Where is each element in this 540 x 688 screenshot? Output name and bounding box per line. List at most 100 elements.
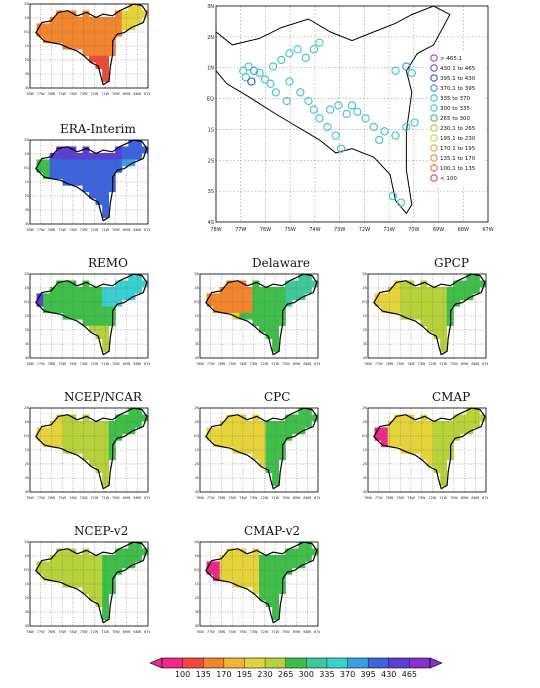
map-cell — [95, 165, 103, 173]
map-cell — [387, 420, 395, 428]
x-tick-label: 67W — [314, 630, 320, 634]
map-cell — [102, 574, 110, 582]
x-tick-label: 74W — [309, 227, 320, 233]
colorbar-swatch — [368, 658, 390, 668]
map-cell — [453, 427, 461, 435]
map-cell — [75, 178, 83, 186]
map-cell — [62, 172, 70, 180]
map-cell — [226, 280, 234, 288]
map-cell — [102, 55, 110, 63]
x-tick-label: 77W — [207, 630, 215, 634]
map-cell — [265, 293, 273, 301]
map-cell — [102, 472, 110, 480]
map-cell — [56, 574, 64, 582]
map-cell — [102, 567, 110, 575]
map-cell — [108, 567, 116, 575]
map-cell — [62, 554, 70, 562]
map-cell — [291, 293, 299, 301]
map-cell — [62, 16, 70, 24]
x-tick-label: 76W — [218, 630, 226, 634]
map-cell — [82, 420, 90, 428]
x-tick-label: 75W — [58, 92, 66, 96]
x-tick-label: 77W — [207, 362, 215, 366]
map-cell — [95, 286, 103, 294]
x-tick-label: 72W — [91, 228, 99, 232]
x-tick-label: 68W — [303, 630, 311, 634]
station-marker — [331, 131, 340, 140]
map-cell — [219, 299, 227, 307]
map-cell — [219, 427, 227, 435]
map-cell — [108, 574, 116, 582]
map-cell — [453, 286, 461, 294]
map-cell — [278, 286, 286, 294]
map-cell — [82, 453, 90, 461]
x-tick-label: 78W — [196, 362, 204, 366]
x-tick-label: 70W — [408, 227, 419, 233]
y-tick-label: 2S — [25, 328, 29, 332]
map-cell — [82, 580, 90, 588]
map-cell — [440, 293, 448, 301]
map-cell — [387, 299, 395, 307]
map-cell — [121, 427, 129, 435]
map-cell — [102, 62, 110, 70]
map-cell — [89, 561, 96, 569]
map-cell — [213, 574, 221, 582]
map-cell — [245, 580, 253, 588]
y-tick-label: 1S — [25, 314, 29, 318]
map-cell — [472, 280, 480, 288]
y-tick-label: 1N — [24, 16, 29, 20]
map-cell — [56, 23, 64, 31]
map-cell — [433, 325, 441, 333]
map-cell — [82, 159, 90, 167]
map-cell — [311, 414, 319, 422]
station-marker — [315, 114, 324, 123]
map-cell — [82, 152, 90, 160]
map-cell — [278, 306, 286, 314]
map-cell — [272, 293, 280, 301]
map-cell — [82, 165, 90, 173]
map-cell — [102, 433, 110, 441]
map-cell — [265, 319, 273, 327]
map-cell — [433, 286, 441, 294]
x-tick-label: 74W — [69, 228, 77, 232]
map-cell — [108, 306, 116, 314]
x-tick-label: 69W — [461, 362, 469, 366]
map-cell — [62, 299, 70, 307]
y-tick-label: 4S — [25, 86, 29, 90]
map-cell — [62, 580, 70, 588]
x-tick-label: 67W — [144, 92, 150, 96]
map-cell — [232, 312, 240, 320]
y-tick-label: EQ — [207, 97, 214, 103]
x-tick-label: 69W — [433, 227, 444, 233]
map-cell — [95, 152, 103, 160]
station-marker — [402, 122, 411, 132]
y-tick-label: 1N — [24, 420, 29, 424]
x-tick-label: 77W — [235, 227, 246, 233]
map-cell — [49, 427, 57, 435]
x-tick-label: 73W — [334, 227, 345, 233]
map-cell — [278, 433, 286, 441]
station-legend-bg — [430, 52, 486, 186]
map-cell — [440, 453, 448, 461]
map-cell — [89, 29, 96, 37]
x-tick-label: 78W — [364, 496, 372, 500]
panel-title-delaware: Delaware — [252, 256, 310, 270]
map-cell — [89, 49, 96, 57]
station-marker — [285, 49, 294, 58]
map-cell — [453, 414, 461, 422]
x-tick-label: 75W — [58, 362, 66, 366]
map-cell — [95, 420, 103, 428]
map-cell — [69, 299, 77, 307]
map-cell — [69, 29, 77, 37]
map-cell — [219, 554, 227, 562]
map-cell — [245, 312, 253, 320]
map-cell — [108, 440, 116, 448]
colorbar-tick-label: 370 — [340, 670, 355, 679]
map-cell — [440, 440, 448, 448]
map-cell — [252, 554, 260, 562]
map-cell — [265, 600, 273, 608]
y-tick-label: 1N — [362, 286, 367, 290]
map-cell — [265, 312, 273, 320]
